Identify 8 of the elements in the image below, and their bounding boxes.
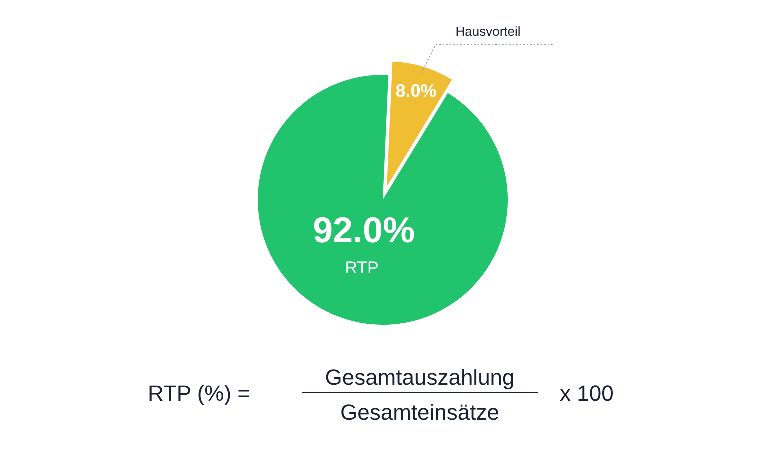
text: x 100 xyxy=(560,381,614,406)
data-label: 8.0% xyxy=(396,80,437,101)
slice-label: Hausvorteil xyxy=(456,24,521,39)
text: Gesamteinsätze xyxy=(340,400,500,425)
data-label: 92.0% xyxy=(313,209,416,250)
text: Gesamtauszahlung xyxy=(325,365,515,390)
text: RTP (%) = xyxy=(148,381,250,406)
slice-label: RTP xyxy=(345,258,379,278)
